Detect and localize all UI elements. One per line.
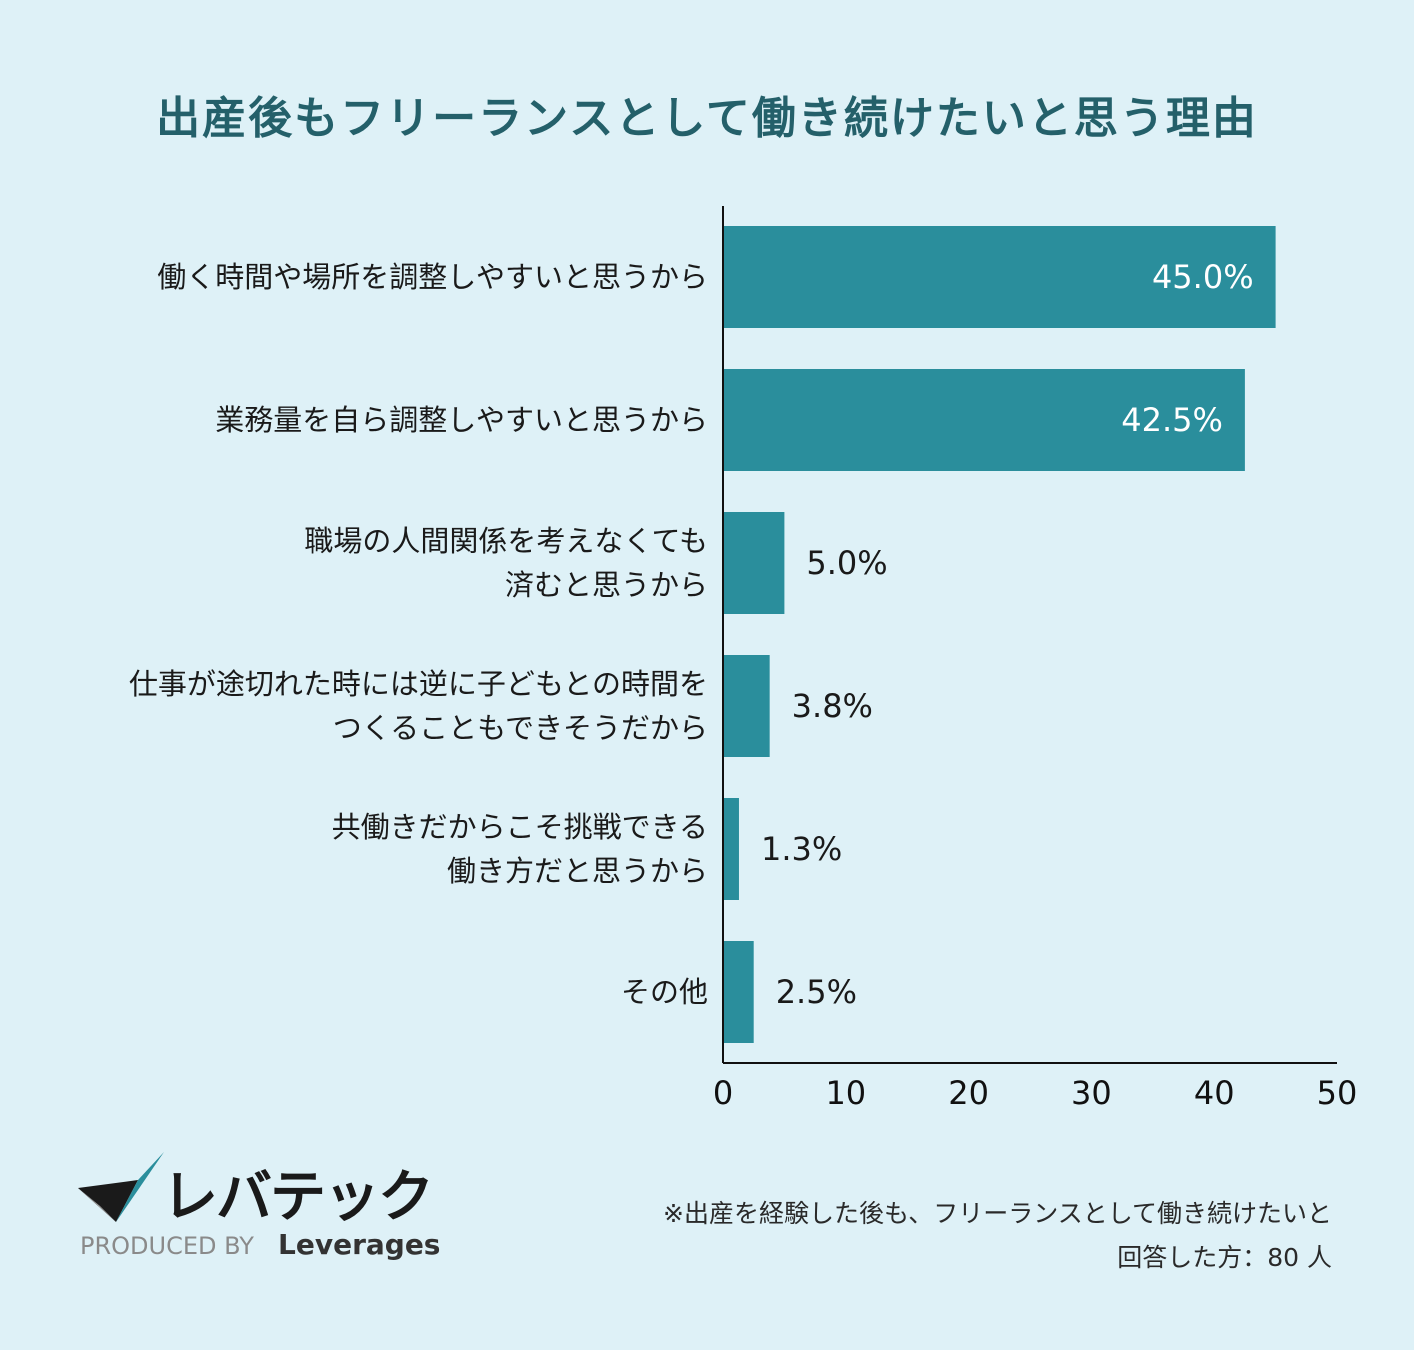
category-label-line: 済むと思うから — [505, 568, 708, 602]
category-label-line: つくることもできそうだから — [333, 711, 708, 745]
footnote: ※出産を経験した後も、フリーランスとして働き続けたいと 回答した方：80 人 — [663, 1192, 1332, 1280]
category-label-line: 共働きだからこそ挑戦できる — [332, 810, 708, 844]
category-label-6: その他 — [621, 975, 708, 1009]
footnote-line-2: 回答した方：80 人 — [1117, 1243, 1332, 1272]
value-label-4: 3.8% — [792, 687, 873, 725]
bar-chart: 45.0% 働く時間や場所を調整しやすいと思うから 42.5% 業務量を自ら調整しやす… — [129, 206, 1358, 1112]
produced-by-text: PRODUCED BY — [80, 1232, 254, 1260]
value-label-2: 42.5% — [1121, 401, 1223, 439]
category-label-2: 業務量を自ら調整しやすいと思うから — [215, 403, 708, 437]
x-tick-label: 0 — [713, 1074, 733, 1112]
bar-2 — [723, 369, 1245, 471]
bar-6 — [723, 941, 754, 1043]
value-label-1: 45.0% — [1152, 258, 1254, 296]
brand-name: Leverages — [278, 1228, 441, 1261]
category-label-3: 職場の人間関係を考えなくても済むと思うから — [304, 524, 708, 602]
category-label-line: 職場の人間関係を考えなくても — [304, 524, 708, 558]
x-tick-label: 30 — [1071, 1074, 1112, 1112]
category-label-line: 働く時間や場所を調整しやすいと思うから — [157, 260, 708, 294]
category-label-line: 仕事が途切れた時には逆に子どもとの時間を — [129, 667, 708, 701]
bar-1 — [723, 226, 1276, 328]
value-label-5: 1.3% — [761, 830, 842, 868]
bar-4 — [723, 655, 770, 757]
category-label-5: 共働きだからこそ挑戦できる働き方だと思うから — [332, 810, 708, 888]
category-label-1: 働く時間や場所を調整しやすいと思うから — [157, 260, 708, 294]
levtech-logo: レバテック PRODUCED BY Leverages — [78, 1150, 441, 1270]
chart-title: 出産後もフリーランスとして働き続けたいと思う理由 — [156, 93, 1258, 144]
logo-mark-icon — [78, 1152, 164, 1222]
x-tick-label: 10 — [825, 1074, 866, 1112]
category-label-line: その他 — [621, 975, 708, 1009]
category-label-line: 働き方だと思うから — [447, 854, 708, 888]
logo-wordmark: レバテック — [162, 1165, 434, 1230]
x-tick-label: 40 — [1194, 1074, 1235, 1112]
x-tick-label: 50 — [1317, 1074, 1358, 1112]
bar-5 — [723, 798, 739, 900]
value-label-3: 5.0% — [806, 544, 887, 582]
category-label-4: 仕事が途切れた時には逆に子どもとの時間をつくることもできそうだから — [129, 667, 708, 745]
category-label-line: 業務量を自ら調整しやすいと思うから — [215, 403, 708, 437]
value-label-6: 2.5% — [776, 973, 857, 1011]
bar-3 — [723, 512, 785, 614]
footnote-line-1: ※出産を経験した後も、フリーランスとして働き続けたいと — [663, 1199, 1332, 1228]
x-tick-label: 20 — [948, 1074, 989, 1112]
